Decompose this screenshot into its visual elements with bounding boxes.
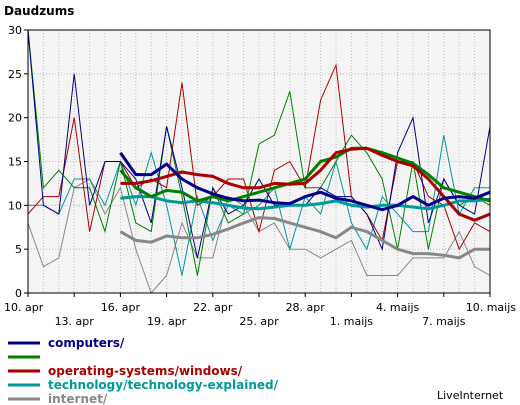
legend-label: computers/ bbox=[48, 336, 125, 350]
plot-border bbox=[27, 29, 491, 294]
x-tick-label: 19. apr bbox=[147, 315, 187, 328]
x-tick-label: 7. maijs bbox=[422, 315, 466, 328]
x-tick-label: 10. apr bbox=[4, 301, 44, 314]
legend-label: internet/ bbox=[48, 392, 108, 405]
x-tick-label: 16. apr bbox=[101, 301, 141, 314]
x-tick-label: 22. apr bbox=[193, 301, 233, 314]
series-smooth-line bbox=[120, 195, 491, 211]
x-tick-label: 25. apr bbox=[239, 315, 279, 328]
y-tick-label: 0 bbox=[15, 287, 22, 300]
x-tick-label: 28. apr bbox=[286, 301, 326, 314]
series-layer bbox=[27, 29, 491, 294]
watermark-text: LiveInternet bbox=[437, 389, 504, 402]
x-tick-label: 13. apr bbox=[55, 315, 95, 328]
x-tick-label: 10. maijs bbox=[466, 301, 517, 314]
series-raw-line bbox=[27, 29, 491, 259]
x-tick-label: 1. maijs bbox=[330, 315, 374, 328]
series-smooth-line bbox=[119, 216, 490, 260]
series-raw-line bbox=[28, 135, 490, 276]
y-tick-label: 25 bbox=[8, 68, 22, 81]
y-axis-ticks: 0 5 10 15 20 25 30 bbox=[8, 24, 28, 300]
series-smooth-line bbox=[119, 151, 491, 212]
series-smooth-line bbox=[120, 146, 491, 222]
y-tick-label: 30 bbox=[8, 24, 22, 37]
x-tick-label: 4. maijs bbox=[376, 301, 420, 314]
y-tick-label: 10 bbox=[8, 199, 22, 212]
y-tick-label: 15 bbox=[8, 156, 22, 169]
legend-label: operating-systems/windows/ bbox=[48, 364, 243, 378]
series-smooth-line bbox=[119, 146, 491, 203]
legend-label: technology/technology-explained/ bbox=[48, 378, 279, 392]
x-axis-ticks: 10. apr 13. apr 16. apr 19. apr 22. apr 25. a… bbox=[4, 293, 516, 328]
y-tick-label: 5 bbox=[15, 243, 22, 256]
y-tick-label: 20 bbox=[8, 112, 22, 125]
legend: computers/operating-systems/windows/tech… bbox=[8, 336, 279, 405]
y-axis-label: Daudzums bbox=[4, 4, 74, 18]
